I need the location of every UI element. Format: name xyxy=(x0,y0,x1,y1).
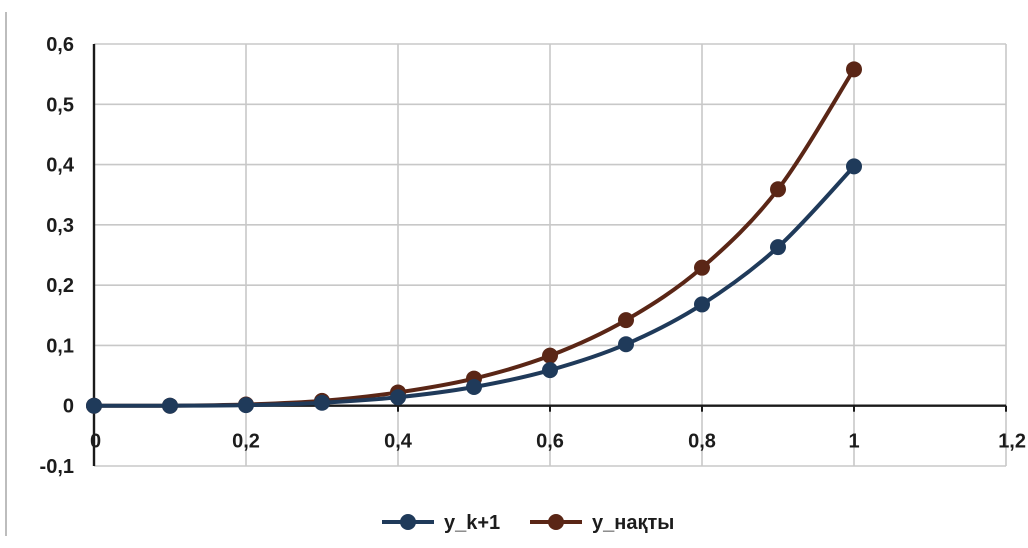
series-1-point xyxy=(770,239,786,256)
series-2-point xyxy=(694,259,710,276)
series-2-point xyxy=(846,61,862,78)
y-tick-label: 0,4 xyxy=(46,155,75,177)
y-tick-label: 0,3 xyxy=(46,215,74,237)
y-tick-label: 0 xyxy=(63,396,74,418)
series-1-point xyxy=(238,397,254,414)
series-1-point xyxy=(314,394,330,411)
legend-marker-1 xyxy=(400,514,416,530)
series-1-point xyxy=(86,397,102,414)
series-2-point xyxy=(770,181,786,198)
legend-item-2: y_нақты xyxy=(530,512,674,534)
y-tick-label: -0,1 xyxy=(40,456,74,478)
series-1-point xyxy=(618,336,634,353)
legend-marker-2 xyxy=(548,514,564,530)
series-1-point xyxy=(542,362,558,379)
x-tick-label: 1,2 xyxy=(998,431,1026,453)
series-1 xyxy=(86,158,862,414)
series-2-point xyxy=(618,312,634,329)
series-2-point xyxy=(542,347,558,364)
x-tick-label: 1 xyxy=(848,431,859,453)
x-tick-label: 0 xyxy=(90,431,101,453)
y-tick-label: 0,6 xyxy=(46,34,74,56)
series-1-point xyxy=(162,397,178,414)
series-1-point xyxy=(846,158,862,175)
legend-item-1: y_k+1 xyxy=(382,512,500,534)
x-tick-label: 0,2 xyxy=(232,431,260,453)
x-tick-label: 0,6 xyxy=(536,431,564,453)
legend-label-2: y_нақты xyxy=(592,512,674,534)
legend: y_k+1 y_нақты xyxy=(382,512,674,534)
x-tick-label: 0,4 xyxy=(384,431,413,453)
series-1-point xyxy=(694,296,710,313)
series-1-point xyxy=(466,379,482,396)
series-1-line xyxy=(92,164,856,408)
tick-labels: -0,1 0 0,1 0,2 0,3 0,4 0,5 0,6 0 0,2 0,4 0,6 0,8 1 1,2 xyxy=(40,34,1026,478)
y-tick-label: 0,1 xyxy=(46,335,74,357)
legend-label-1: y_k+1 xyxy=(444,512,500,534)
x-tick-label: 0,8 xyxy=(688,431,716,453)
y-tick-label: 0,2 xyxy=(46,275,74,297)
series-1-point xyxy=(390,389,406,406)
y-tick-label: 0,5 xyxy=(46,94,74,116)
series-layer xyxy=(86,61,862,414)
